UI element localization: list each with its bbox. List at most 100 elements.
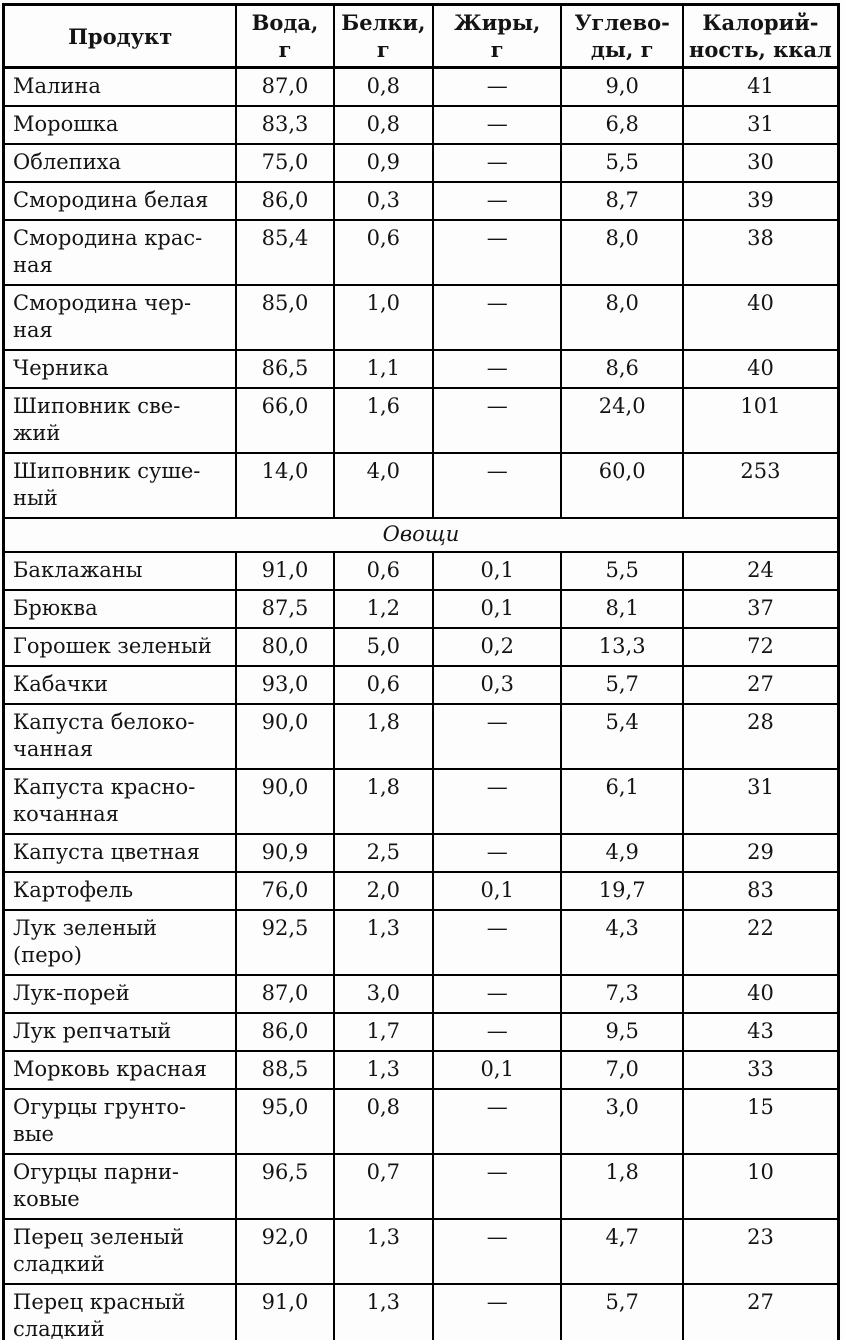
kcal-value-cell: 40 xyxy=(681,349,840,389)
carbs-value-cell: 24,0 xyxy=(560,387,684,454)
water-value-cell: 66,0 xyxy=(235,387,335,454)
table-row: Смородина чер- ная 85,0 1,0—8,0 40 xyxy=(2,284,840,351)
table-row: Капуста белоко- чанная 90,0 1,8—5,4 28 xyxy=(2,703,840,770)
product-name-cell: Морковь красная xyxy=(2,1050,238,1090)
kcal-value-cell: 31 xyxy=(681,105,840,145)
product-name-cell: Черника xyxy=(2,349,238,389)
water-value-cell: 76,0 xyxy=(235,871,335,911)
product-name-cell: Малина xyxy=(2,66,238,107)
carbs-value-cell: 9,0 xyxy=(560,66,684,107)
table-row: Картофель 76,0 2,0 0,1 19,7 83 xyxy=(2,871,840,911)
carbs-value-cell: 7,0 xyxy=(560,1050,684,1090)
fat-value-cell: — xyxy=(432,349,563,389)
kcal-value-cell: 83 xyxy=(681,871,840,911)
carbs-value-cell: 7,3 xyxy=(560,974,684,1014)
water-value-cell: 87,0 xyxy=(235,66,335,107)
table-row: Огурцы грунто- вые 95,0 0,8—3,0 15 xyxy=(2,1088,840,1155)
table-row: Перец зеленый сладкий 92,0 1,3—4,7 23 xyxy=(2,1218,840,1285)
kcal-value-cell: 43 xyxy=(681,1012,840,1052)
fat-value-cell: 0,1 xyxy=(432,871,563,911)
kcal-value-cell: 38 xyxy=(681,219,840,286)
kcal-value-cell: 10 xyxy=(681,1153,840,1220)
kcal-value-cell: 29 xyxy=(681,833,840,873)
fat-value-cell: — xyxy=(432,909,563,976)
table-row: Огурцы парни- ковые 96,5 0,7—1,8 10 xyxy=(2,1153,840,1220)
water-value-cell: 88,5 xyxy=(235,1050,335,1090)
product-name-cell: Картофель xyxy=(2,871,238,911)
fat-value-cell: — xyxy=(432,181,563,221)
protein-value-cell: 1,1 xyxy=(332,349,435,389)
table-row: Брюква 87,5 1,2 0,1 8,1 37 xyxy=(2,589,840,629)
carbs-value-cell: 5,5 xyxy=(560,143,684,183)
carbs-value-cell: 13,3 xyxy=(560,627,684,667)
water-value-cell: 92,5 xyxy=(235,909,335,976)
column-header-water: Вода, г xyxy=(235,3,335,69)
column-header-protein: Белки, г xyxy=(332,3,435,69)
header-row: Продукт Вода, г Белки, г Жиры, г Углево-… xyxy=(2,3,840,69)
protein-value-cell: 1,3 xyxy=(332,909,435,976)
protein-value-cell: 1,8 xyxy=(332,703,435,770)
water-value-cell: 85,0 xyxy=(235,284,335,351)
table-row: Малина 87,0 0,8—9,0 41 xyxy=(2,66,840,107)
water-value-cell: 92,0 xyxy=(235,1218,335,1285)
carbs-value-cell: 5,7 xyxy=(560,665,684,705)
water-value-cell: 83,3 xyxy=(235,105,335,145)
kcal-value-cell: 27 xyxy=(681,1283,840,1340)
table-row: Облепиха 75,0 0,9—5,5 30 xyxy=(2,143,840,183)
table-row: Лук-порей 87,0 3,0—7,3 40 xyxy=(2,974,840,1014)
protein-value-cell: 0,3 xyxy=(332,181,435,221)
carbs-value-cell: 1,8 xyxy=(560,1153,684,1220)
product-name-cell: Смородина крас- ная xyxy=(2,219,238,286)
product-name-cell: Облепиха xyxy=(2,143,238,183)
kcal-value-cell: 37 xyxy=(681,589,840,629)
kcal-value-cell: 24 xyxy=(681,551,840,591)
table-row: Капуста цветная 90,9 2,5—4,9 29 xyxy=(2,833,840,873)
protein-value-cell: 1,3 xyxy=(332,1218,435,1285)
kcal-value-cell: 41 xyxy=(681,66,840,107)
kcal-value-cell: 23 xyxy=(681,1218,840,1285)
carbs-value-cell: 19,7 xyxy=(560,871,684,911)
fat-value-cell: — xyxy=(432,143,563,183)
table-row: Морковь красная 88,5 1,3 0,1 7,0 33 xyxy=(2,1050,840,1090)
protein-value-cell: 1,3 xyxy=(332,1050,435,1090)
water-value-cell: 91,0 xyxy=(235,551,335,591)
table-row: Лук репчатый 86,0 1,7—9,5 43 xyxy=(2,1012,840,1052)
table-row: Смородина белая 86,0 0,3—8,7 39 xyxy=(2,181,840,221)
kcal-value-cell: 40 xyxy=(681,284,840,351)
protein-value-cell: 0,8 xyxy=(332,1088,435,1155)
protein-value-cell: 1,6 xyxy=(332,387,435,454)
protein-value-cell: 0,6 xyxy=(332,551,435,591)
table-row: Горошек зеленый 80,0 5,0 0,2 13,3 72 xyxy=(2,627,840,667)
product-name-cell: Баклажаны xyxy=(2,551,238,591)
product-name-cell: Смородина белая xyxy=(2,181,238,221)
carbs-value-cell: 4,3 xyxy=(560,909,684,976)
product-name-cell: Горошек зеленый xyxy=(2,627,238,667)
product-name-cell: Шиповник суше- ный xyxy=(2,452,238,519)
protein-value-cell: 1,7 xyxy=(332,1012,435,1052)
water-value-cell: 93,0 xyxy=(235,665,335,705)
protein-value-cell: 2,0 xyxy=(332,871,435,911)
kcal-value-cell: 253 xyxy=(681,452,840,519)
water-value-cell: 87,5 xyxy=(235,589,335,629)
product-name-cell: Морошка xyxy=(2,105,238,145)
table-row: Перец красный сладкий 91,0 1,3—5,7 27 xyxy=(2,1283,840,1340)
protein-value-cell: 0,8 xyxy=(332,66,435,107)
product-name-cell: Капуста красно- кочанная xyxy=(2,768,238,835)
carbs-value-cell: 4,7 xyxy=(560,1218,684,1285)
kcal-value-cell: 40 xyxy=(681,974,840,1014)
table-row: Морошка 83,3 0,8—6,8 31 xyxy=(2,105,840,145)
fat-value-cell: — xyxy=(432,1153,563,1220)
carbs-value-cell: 8,7 xyxy=(560,181,684,221)
carbs-value-cell: 5,5 xyxy=(560,551,684,591)
fat-value-cell: — xyxy=(432,219,563,286)
fat-value-cell: — xyxy=(432,768,563,835)
product-name-cell: Шиповник све- жий xyxy=(2,387,238,454)
carbs-value-cell: 9,5 xyxy=(560,1012,684,1052)
section-divider-row: Овощи xyxy=(2,517,840,553)
water-value-cell: 75,0 xyxy=(235,143,335,183)
water-value-cell: 14,0 xyxy=(235,452,335,519)
protein-value-cell: 4,0 xyxy=(332,452,435,519)
product-name-cell: Лук-порей xyxy=(2,974,238,1014)
water-value-cell: 80,0 xyxy=(235,627,335,667)
